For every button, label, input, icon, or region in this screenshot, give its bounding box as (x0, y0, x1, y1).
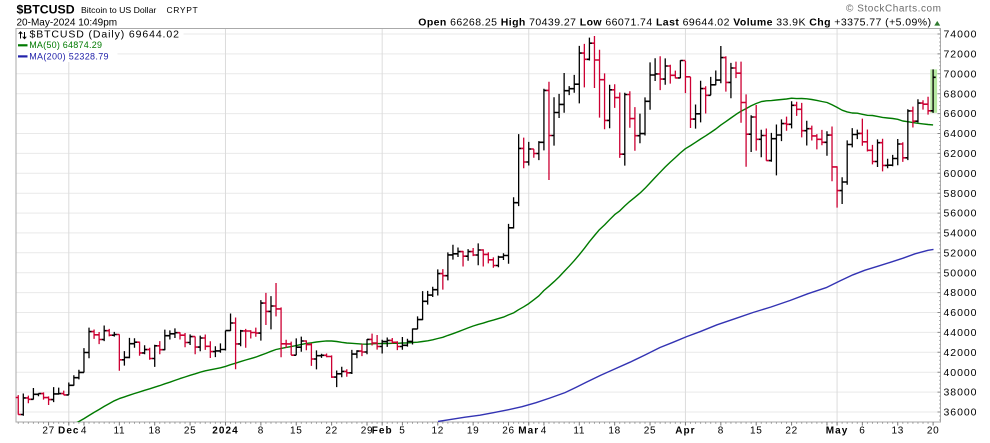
svg-text:46000: 46000 (944, 307, 978, 319)
svg-text:5: 5 (399, 426, 405, 437)
svg-text:18: 18 (148, 426, 161, 437)
svg-text:15: 15 (290, 426, 303, 437)
svg-text:CRYPT: CRYPT (167, 5, 199, 15)
svg-text:11: 11 (113, 426, 125, 437)
svg-text:11: 11 (573, 426, 585, 437)
svg-text:36000: 36000 (944, 407, 978, 419)
svg-text:29: 29 (361, 426, 374, 437)
svg-text:$BTCUSD (Daily) 69644.02: $BTCUSD (Daily) 69644.02 (30, 29, 180, 41)
svg-text:18: 18 (608, 426, 621, 437)
svg-text:8: 8 (718, 426, 724, 437)
svg-text:38000: 38000 (944, 387, 978, 399)
svg-text:72000: 72000 (944, 49, 978, 61)
svg-text:19: 19 (467, 426, 480, 437)
svg-text:MA(200) 52328.79: MA(200) 52328.79 (29, 51, 109, 61)
svg-text:Apr: Apr (675, 426, 695, 437)
svg-text:Bitcoin to US Dollar: Bitcoin to US Dollar (81, 5, 156, 15)
svg-text:66000: 66000 (944, 108, 978, 120)
svg-text:25: 25 (184, 426, 197, 437)
svg-text:May: May (826, 426, 849, 437)
svg-text:13: 13 (891, 426, 904, 437)
svg-text:56000: 56000 (944, 208, 978, 220)
svg-text:MA(50) 64874.29: MA(50) 64874.29 (29, 40, 102, 50)
svg-text:44000: 44000 (944, 327, 978, 339)
svg-text:25: 25 (644, 426, 657, 437)
svg-text:74000: 74000 (944, 29, 978, 41)
svg-text:70000: 70000 (944, 68, 978, 80)
svg-text:62000: 62000 (944, 148, 978, 160)
svg-text:4: 4 (81, 426, 87, 437)
svg-text:Open 66268.25 High 70439.27 Lo: Open 66268.25 High 70439.27 Low 66071.74… (418, 17, 931, 29)
svg-text:50000: 50000 (944, 267, 978, 279)
svg-text:54000: 54000 (944, 228, 978, 240)
svg-text:© StockCharts.com: © StockCharts.com (846, 4, 941, 15)
svg-text:68000: 68000 (944, 88, 978, 100)
svg-text:12: 12 (432, 426, 445, 437)
svg-text:Mar: Mar (518, 426, 539, 437)
svg-text:27: 27 (42, 426, 55, 437)
svg-text:64000: 64000 (944, 128, 978, 140)
svg-text:40000: 40000 (944, 367, 978, 379)
svg-text:42000: 42000 (944, 347, 978, 359)
svg-text:58000: 58000 (944, 188, 978, 200)
svg-text:Feb: Feb (372, 426, 393, 437)
svg-text:22: 22 (785, 426, 798, 437)
svg-text:4: 4 (541, 426, 547, 437)
svg-text:60000: 60000 (944, 168, 978, 180)
svg-text:$BTCUSD: $BTCUSD (17, 3, 75, 17)
svg-text:52000: 52000 (944, 247, 978, 259)
svg-text:8: 8 (258, 426, 264, 437)
svg-text:48000: 48000 (944, 287, 978, 299)
svg-text:15: 15 (750, 426, 763, 437)
svg-text:26: 26 (502, 426, 515, 437)
svg-text:20-May-2024 10:49pm: 20-May-2024 10:49pm (17, 18, 118, 29)
svg-text:Dec: Dec (58, 426, 80, 437)
svg-text:6: 6 (859, 426, 865, 437)
svg-text:22: 22 (325, 426, 338, 437)
svg-text:2024: 2024 (212, 426, 238, 437)
svg-text:20: 20 (927, 426, 940, 437)
